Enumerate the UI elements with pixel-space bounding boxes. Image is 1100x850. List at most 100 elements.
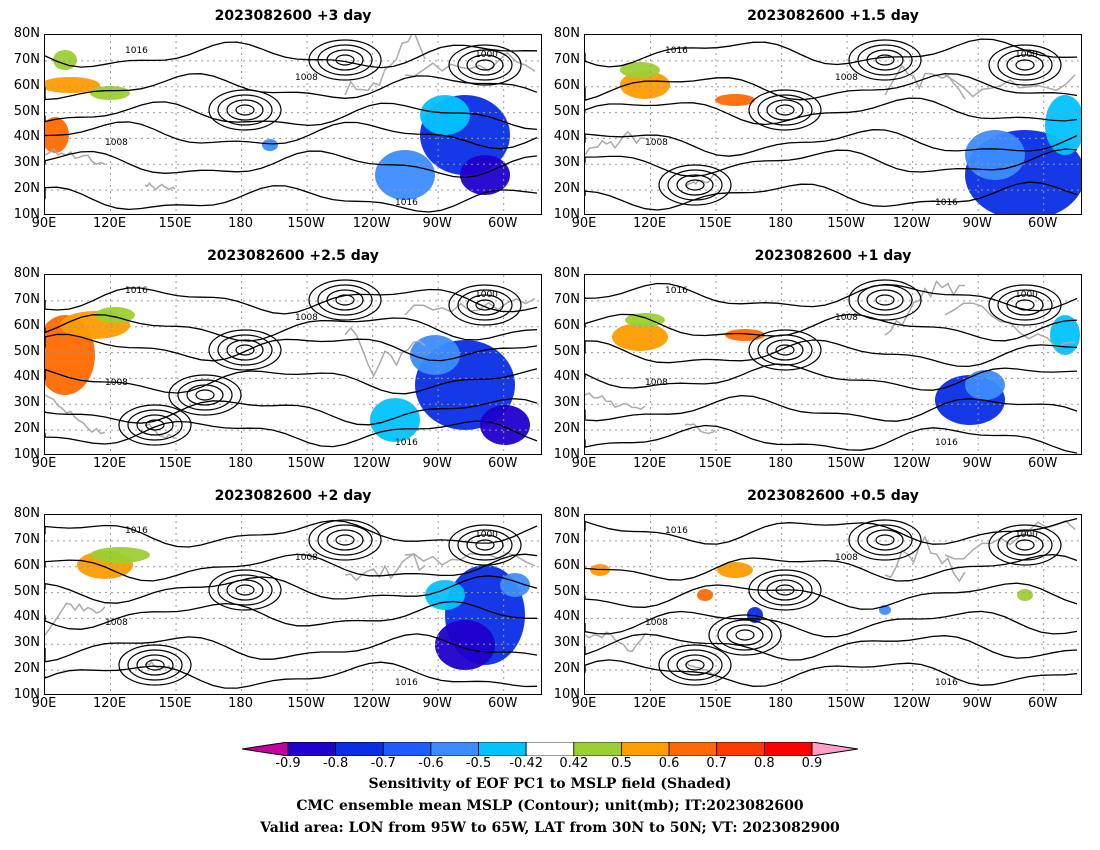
contour-label: 1000 bbox=[475, 530, 498, 540]
isobar-closed-contour bbox=[857, 284, 913, 316]
sensitivity-shading bbox=[620, 71, 670, 99]
lat-tick-label: 50N bbox=[553, 583, 580, 599]
lat-tick-label: 50N bbox=[13, 343, 40, 359]
sensitivity-shading bbox=[1045, 95, 1081, 155]
lon-tick-label: 120W bbox=[892, 696, 931, 711]
isobar-contour bbox=[45, 420, 538, 448]
isobar-contour bbox=[45, 73, 538, 101]
lat-tick-label: 80N bbox=[13, 506, 40, 521]
isobar-contour bbox=[45, 600, 538, 630]
isobar-closed-contour bbox=[775, 104, 795, 116]
sensitivity-shading bbox=[965, 130, 1025, 180]
colorbar-tick-label: -0.6 bbox=[418, 756, 444, 771]
lat-tick-label: 10N bbox=[553, 687, 580, 702]
isobar-closed-contour bbox=[226, 339, 264, 361]
colorbar-segment bbox=[573, 742, 622, 756]
lat-tick-label: 70N bbox=[553, 51, 580, 67]
isobar-closed-contour bbox=[466, 534, 504, 556]
isobar-contour bbox=[45, 101, 538, 131]
isobar-closed-contour bbox=[217, 334, 273, 366]
lon-tick-label: 150W bbox=[827, 456, 865, 471]
sensitivity-shading bbox=[625, 313, 665, 327]
isobar-closed-contour bbox=[217, 574, 273, 606]
colorbar-tick-label: -0.8 bbox=[322, 756, 349, 771]
isobar-closed-contour bbox=[997, 529, 1053, 561]
lat-tick-label: 40N bbox=[553, 129, 580, 145]
panel-title: 2023082600 +1.5 day bbox=[747, 8, 919, 24]
isobar-closed-contour bbox=[475, 539, 495, 551]
contour-label: 1000 bbox=[1015, 50, 1038, 60]
lat-tick-label: 30N bbox=[13, 635, 40, 651]
colorbar-segment bbox=[763, 742, 813, 756]
lat-tick-label: 40N bbox=[13, 609, 40, 625]
lon-tick-label: 120W bbox=[892, 216, 931, 231]
isobar-closed-contour bbox=[717, 619, 773, 651]
lon-tick-label: 150E bbox=[158, 456, 192, 471]
colorbar-right-arrow bbox=[811, 742, 858, 756]
panel-title: 2023082600 +2.5 day bbox=[207, 248, 379, 264]
colorbar-left-arrow bbox=[242, 742, 289, 756]
sensitivity-shading bbox=[435, 620, 495, 670]
lon-tick-label: 150E bbox=[158, 696, 192, 711]
map-plot-area: 1016 1008 1000 1008 1016 bbox=[584, 514, 1082, 695]
sensitivity-shading bbox=[480, 405, 530, 445]
coastline bbox=[585, 392, 646, 411]
isobar-closed-contour bbox=[317, 524, 373, 556]
isobar-closed-contour bbox=[1006, 54, 1044, 76]
lon-tick-label: 120E bbox=[633, 216, 667, 231]
isobar-closed-contour bbox=[1006, 534, 1044, 556]
sensitivity-shading bbox=[1017, 589, 1033, 601]
sensitivity-shading bbox=[725, 329, 765, 341]
lon-tick-label: 120E bbox=[93, 216, 127, 231]
colorbar-tick-label: 0.9 bbox=[801, 756, 823, 771]
sensitivity-shading bbox=[90, 86, 130, 100]
lon-tick-label: 90E bbox=[31, 696, 57, 711]
isobar-closed-contour bbox=[326, 289, 364, 311]
lat-tick-label: 60N bbox=[13, 77, 40, 93]
lat-tick-label: 80N bbox=[553, 506, 580, 521]
isobar-closed-contour bbox=[658, 164, 732, 206]
isobar-closed-contour bbox=[475, 59, 495, 71]
lat-tick-label: 30N bbox=[553, 155, 580, 171]
isobar-closed-contour bbox=[208, 89, 282, 131]
coastline bbox=[944, 74, 1076, 98]
isobar-contour bbox=[585, 394, 1078, 422]
isobar-closed-contour bbox=[195, 389, 215, 401]
isobar-closed-contour bbox=[988, 44, 1062, 86]
contour-label: 1008 bbox=[835, 313, 858, 323]
map-plot-area: 1016 1008 1000 1008 1016 bbox=[44, 514, 542, 695]
colorbar-tick-label: 0.5 bbox=[611, 756, 632, 771]
lon-tick-label: 150W bbox=[287, 216, 325, 231]
colorbar-segment bbox=[287, 742, 337, 756]
sensitivity-shading bbox=[420, 95, 470, 135]
isobar-contour bbox=[585, 659, 1078, 687]
isobar-closed-contour bbox=[658, 644, 732, 686]
sensitivity-shading bbox=[460, 155, 510, 195]
isobar-closed-contour bbox=[757, 94, 813, 126]
isobar-closed-contour bbox=[217, 94, 273, 126]
isobar-contour bbox=[585, 582, 1078, 610]
isobar-contour bbox=[585, 517, 1078, 545]
isobar-closed-contour bbox=[235, 344, 255, 356]
isobar-contour bbox=[45, 333, 538, 362]
contour-label: 1008 bbox=[295, 73, 318, 83]
lon-tick-label: 90E bbox=[31, 216, 57, 231]
isobar-contour bbox=[45, 398, 538, 426]
lat-tick-label: 80N bbox=[13, 26, 40, 41]
map-panel: 2023082600 +1.5 day 1016 1008 1000 1008 1016 8… bbox=[540, 8, 1082, 231]
contour-label: 1016 bbox=[665, 46, 688, 56]
lat-tick-label: 50N bbox=[553, 103, 580, 119]
contour-label: 1016 bbox=[935, 198, 958, 208]
isobar-closed-contour bbox=[866, 49, 904, 71]
lat-tick-label: 20N bbox=[13, 661, 40, 677]
contour-label: 1008 bbox=[645, 138, 668, 148]
lon-tick-label: 180 bbox=[768, 456, 793, 471]
map-panel: 2023082600 +2 day 1016 1008 1000 1008 1016 80N… bbox=[0, 488, 542, 711]
isobar-contour bbox=[585, 313, 1078, 342]
lon-tick-label: 150E bbox=[698, 456, 732, 471]
isobar-contour bbox=[585, 148, 1078, 178]
lon-tick-label: 120W bbox=[352, 456, 391, 471]
contour-label: 1000 bbox=[1015, 290, 1038, 300]
contour-label: 1008 bbox=[835, 73, 858, 83]
map-panel: 2023082600 +2.5 day 1016 1008 1000 1008 1016 8… bbox=[0, 248, 542, 471]
